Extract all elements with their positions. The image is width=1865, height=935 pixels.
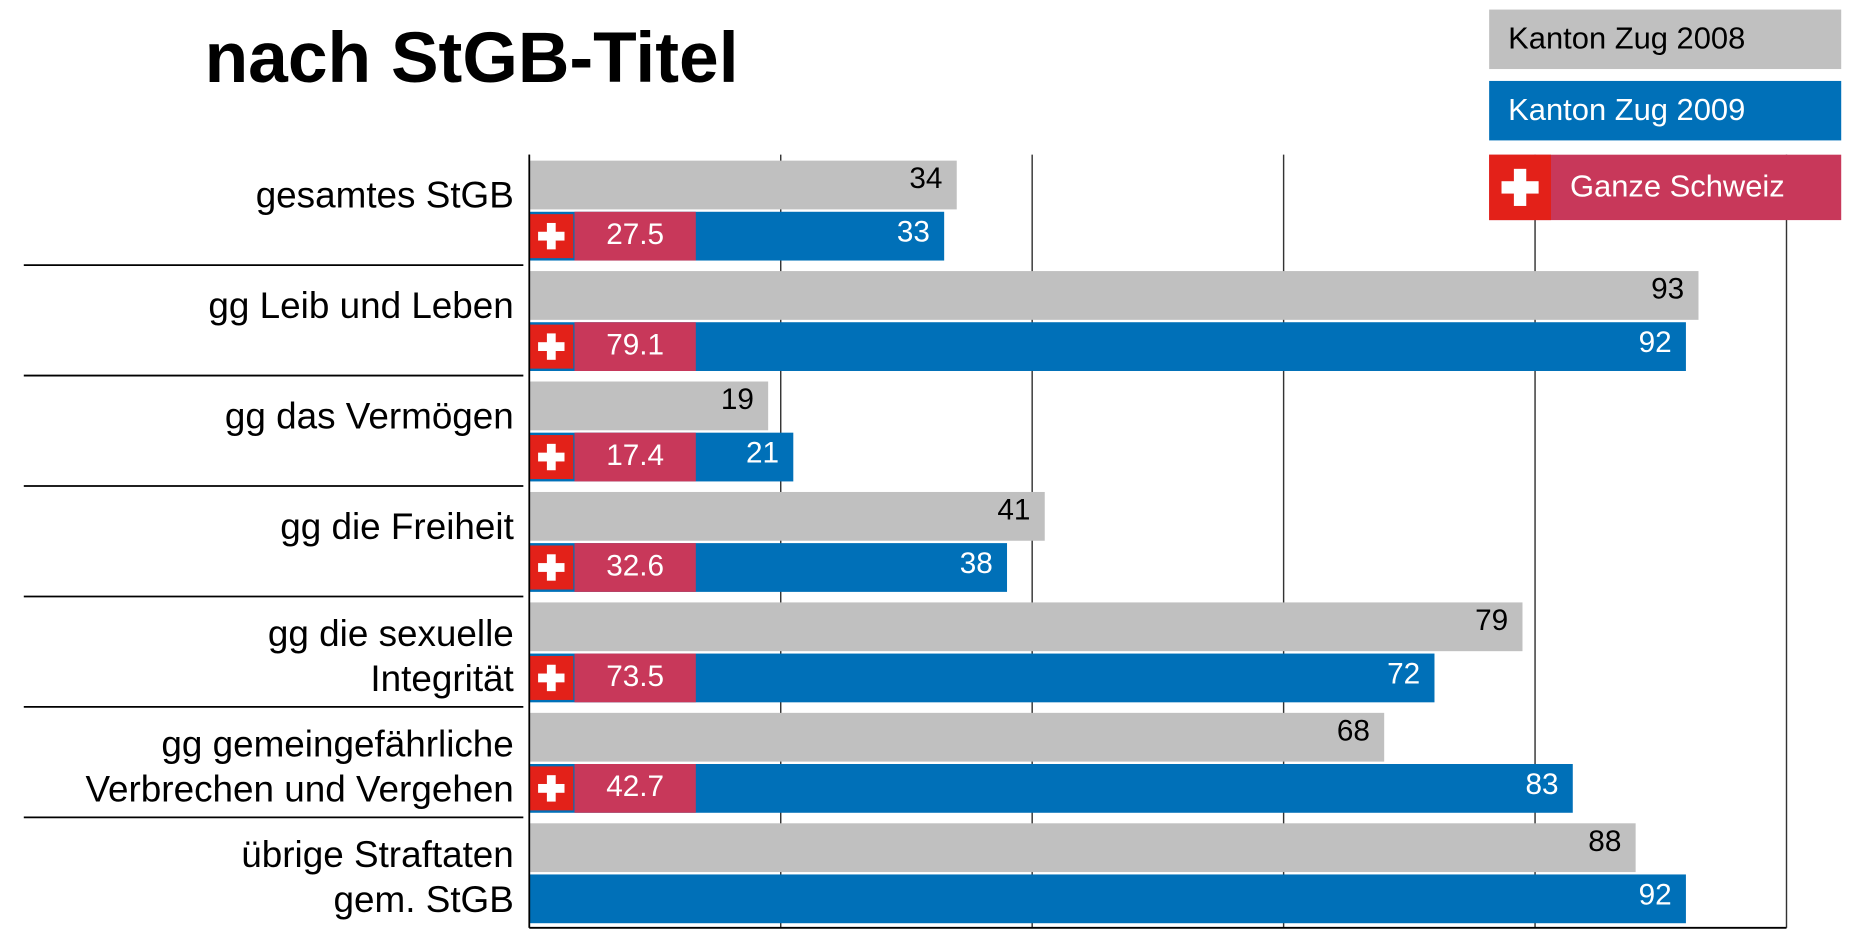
category-label: gg Leib und Leben: [208, 285, 513, 326]
bar: [529, 764, 1573, 813]
value-label: 92: [1639, 326, 1672, 359]
value-label: 27.5: [606, 218, 664, 251]
value-label: 42.7: [606, 770, 664, 803]
category-label: Verbrechen und Vergehen: [85, 769, 513, 810]
value-label: 73.5: [606, 660, 664, 693]
legend-swatch: [1489, 9, 1842, 70]
swiss-badge: [574, 432, 696, 482]
value-label: 79: [1475, 604, 1508, 637]
flag-cross: [538, 563, 565, 572]
bar: [529, 602, 1523, 652]
value-label: 38: [960, 547, 993, 580]
category-label: Integrität: [370, 658, 513, 699]
legend-label: Kanton Zug 2008: [1508, 21, 1745, 56]
swiss-badge: [574, 764, 696, 813]
value-label: 79.1: [606, 328, 664, 361]
bar: [529, 712, 1385, 762]
flag-cross: [538, 342, 565, 352]
bar: [529, 160, 957, 210]
bar: [529, 322, 1686, 371]
swiss-badge: [574, 211, 696, 261]
bar: [529, 491, 1045, 541]
value-label: 88: [1588, 825, 1621, 858]
value-label: 68: [1337, 714, 1370, 747]
flag-cross: [538, 673, 565, 683]
flag-cross: [538, 452, 565, 462]
value-label: 83: [1525, 768, 1558, 801]
category-label: gesamtes StGB: [256, 175, 514, 216]
legend-label: Kanton Zug 2009: [1508, 92, 1745, 127]
category-label: gg die sexuelle: [268, 613, 514, 654]
swiss-badge: [574, 543, 696, 592]
swiss-badge: [574, 322, 696, 371]
flag-cross: [538, 231, 565, 241]
value-label: 41: [997, 493, 1030, 526]
value-label: 19: [721, 383, 754, 416]
value-label: 92: [1639, 878, 1672, 911]
value-label: 17.4: [606, 439, 664, 472]
chart-title: nach StGB-Titel: [205, 18, 739, 98]
legend-swatch: [1489, 80, 1842, 141]
category-label: übrige Straftaten: [241, 834, 514, 875]
swiss-badge: [574, 653, 696, 703]
bar: [529, 874, 1686, 924]
category-label: gem. StGB: [334, 879, 514, 920]
value-label: 72: [1387, 657, 1420, 690]
category-label: gg die Freiheit: [280, 506, 514, 547]
category-label: gg gemeingefährliche: [161, 723, 513, 764]
value-label: 33: [897, 216, 930, 249]
category-label: gg das Vermögen: [225, 396, 514, 437]
flag-cross: [538, 783, 565, 793]
bar: [529, 823, 1636, 873]
value-label: 32.6: [606, 549, 664, 582]
bar: [529, 271, 1699, 320]
value-label: 93: [1651, 273, 1684, 306]
value-label: 34: [909, 162, 942, 195]
flag-cross: [1501, 181, 1539, 194]
bar: [529, 381, 769, 431]
legend-label: Ganze Schweiz: [1570, 169, 1785, 204]
value-label: 21: [746, 437, 779, 470]
